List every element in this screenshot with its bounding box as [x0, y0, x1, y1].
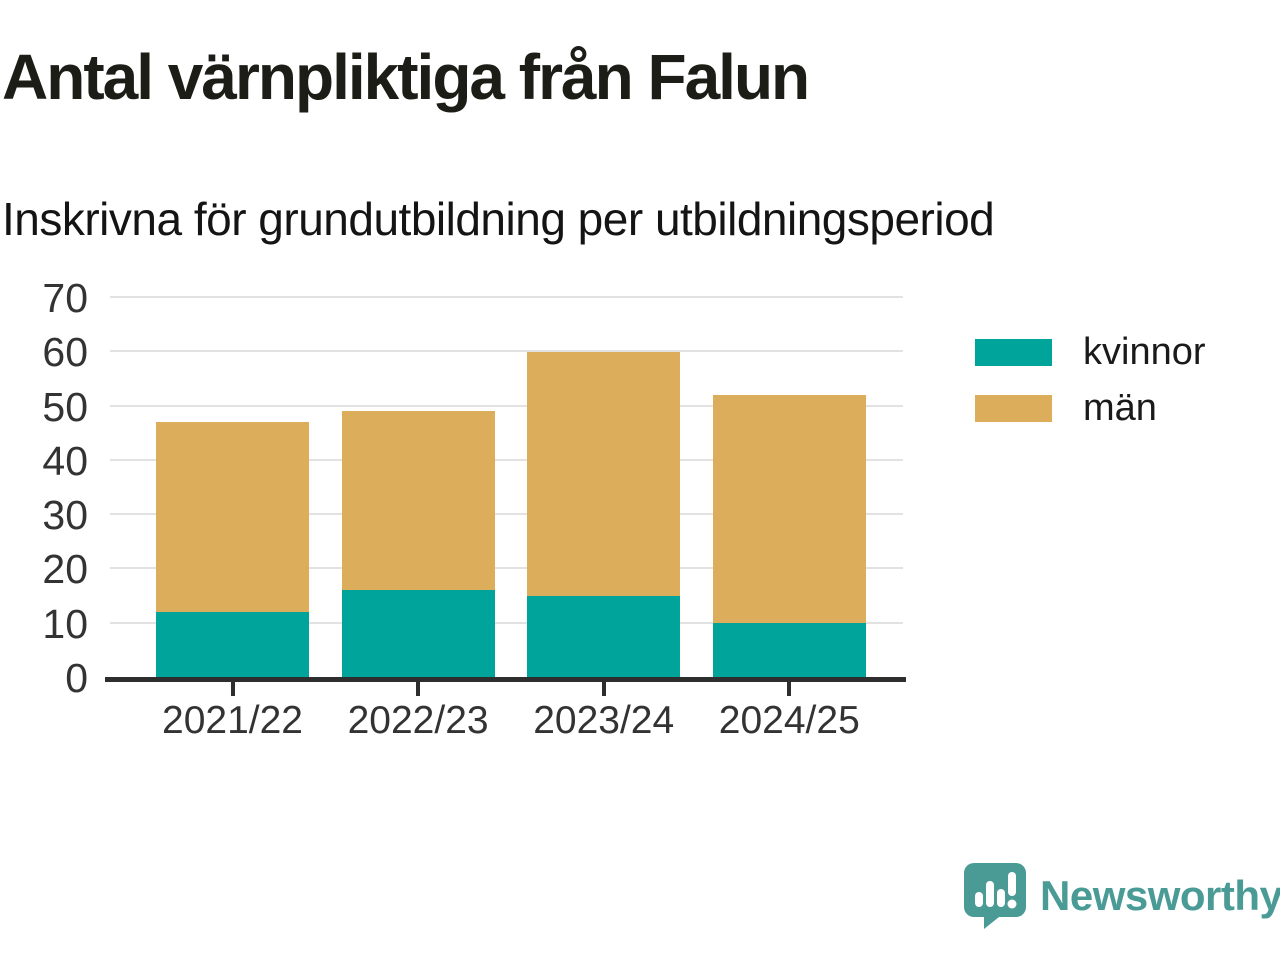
bar-2021-22-kvinnor: [156, 612, 309, 677]
newsworthy-branding: Newsworthy: [963, 862, 1280, 929]
page-title: Antal värnpliktiga från Falun: [2, 41, 810, 113]
bar-2023-24-kvinnor: [527, 596, 681, 677]
x-axis-tick-label: 2023/24: [533, 699, 675, 742]
x-axis-tick-mark: [230, 682, 235, 696]
y-axis-tick-label: 70: [42, 275, 88, 321]
gridline-y-20: [110, 567, 903, 570]
legend-label-kvinnor: kvinnor: [1083, 331, 1206, 373]
bar-2024-25-kvinnor: [712, 623, 866, 677]
bar-2023-24-män: [527, 352, 681, 596]
bar-2022-23-kvinnor: [341, 590, 495, 677]
chart-legend: kvinnor män: [975, 331, 1206, 429]
y-axis-tick-label: 60: [42, 329, 88, 376]
x-axis-tick-label: 2022/23: [347, 699, 489, 742]
legend-label-man: män: [1083, 387, 1157, 429]
y-axis-tick-label: 30: [42, 492, 88, 539]
bar-chart-speech-bubble-icon: [964, 863, 1026, 929]
y-axis-tick-label: 50: [42, 383, 88, 430]
x-axis-tick-mark: [601, 682, 606, 696]
bar-2021-22-män: [156, 422, 309, 612]
x-axis-tick-mark: [416, 682, 421, 696]
gridline-y-70: [110, 296, 903, 298]
gridline-y-60: [110, 350, 903, 353]
y-axis-tick-label: 40: [42, 437, 88, 484]
legend-swatch-man: [975, 395, 1052, 422]
legend-item-kvinnor: kvinnor: [975, 331, 1206, 373]
legend-item-man: män: [975, 387, 1206, 429]
x-axis-tick-label: 2021/22: [162, 699, 303, 742]
x-axis-tick-label: 2024/25: [718, 699, 860, 742]
gridline-y-50: [110, 404, 903, 407]
gridline-y-40: [110, 458, 903, 461]
x-axis-line: [105, 677, 906, 682]
chart-subtitle: Inskrivna för grundutbildning per utbild…: [2, 193, 995, 245]
bar-2024-25-män: [712, 395, 866, 623]
legend-swatch-kvinnor: [975, 339, 1052, 366]
y-axis-tick-label: 10: [42, 600, 88, 647]
newsworthy-logo-text: Newsworthy: [1040, 871, 1280, 919]
y-axis-tick-label: 0: [65, 655, 88, 701]
x-axis-tick-mark: [787, 682, 792, 696]
bar-2022-23-män: [341, 411, 495, 590]
gridline-y-10: [110, 621, 903, 624]
gridline-y-30: [110, 513, 903, 516]
y-axis-tick-label: 20: [42, 546, 88, 593]
